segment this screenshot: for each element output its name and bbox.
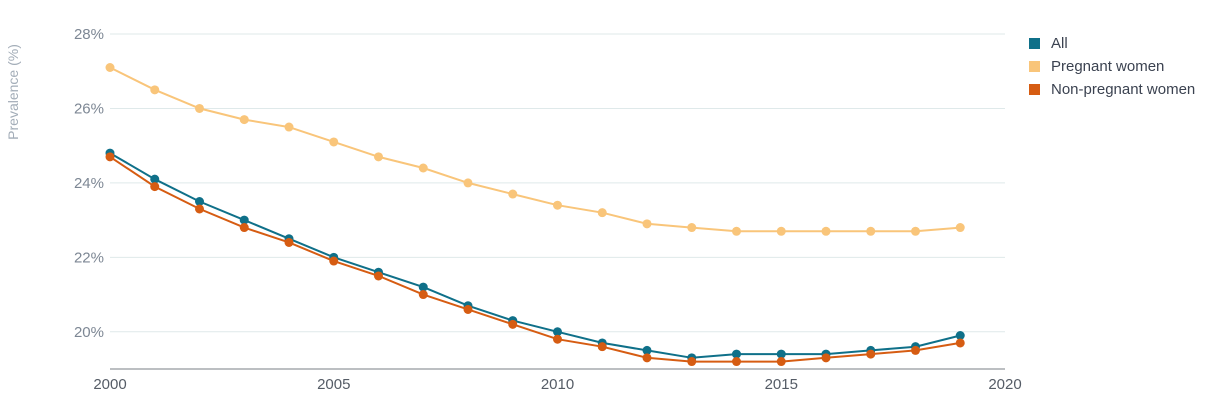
series-line-pregnant-women	[109, 66, 961, 233]
data-point-pregnant-women-2005[interactable]	[329, 137, 339, 147]
gridlines	[110, 33, 1005, 333]
data-point-pregnant-women-2010[interactable]	[553, 200, 562, 210]
y-tick-label-24: 24%	[74, 175, 104, 192]
data-point-all-2002[interactable]	[195, 197, 204, 206]
data-point-non-pregnant-women-2007[interactable]	[418, 290, 428, 300]
series-line-non-pregnant-women	[109, 155, 961, 363]
data-point-non-pregnant-women-2016[interactable]	[821, 353, 831, 363]
data-point-pregnant-women-2016[interactable]	[821, 226, 831, 236]
x-axis-ticks: 2000 2005 2010 2015 2020	[93, 376, 1021, 393]
data-point-pregnant-women-2011[interactable]	[597, 208, 607, 218]
data-point-pregnant-women-2002[interactable]	[195, 103, 204, 113]
data-point-all-2010[interactable]	[553, 327, 562, 337]
legend-label-pregnant-women: Pregnant women	[1051, 58, 1165, 75]
data-point-non-pregnant-women-2015[interactable]	[776, 357, 786, 367]
data-point-non-pregnant-women-2010[interactable]	[553, 334, 562, 344]
legend-swatch-non-pregnant-women	[1029, 84, 1040, 95]
data-point-all-2015[interactable]	[776, 349, 786, 359]
x-tick-label-2005: 2005	[317, 376, 350, 393]
legend-swatch-pregnant-women	[1029, 61, 1040, 72]
data-point-non-pregnant-women-2005[interactable]	[329, 256, 339, 266]
series-non-pregnant-women	[105, 152, 965, 367]
legend: All Pregnant women Non-pregnant women	[1029, 32, 1195, 101]
y-tick-label-28: 28%	[74, 26, 104, 43]
data-point-pregnant-women-2004[interactable]	[284, 122, 294, 132]
data-point-non-pregnant-women-2001[interactable]	[150, 182, 160, 192]
data-point-non-pregnant-women-2018[interactable]	[911, 345, 920, 355]
data-point-pregnant-women-2014[interactable]	[732, 226, 741, 236]
legend-label-non-pregnant-women: Non-pregnant women	[1051, 81, 1196, 98]
data-point-non-pregnant-women-2002[interactable]	[195, 204, 204, 214]
series-pregnant-women	[105, 63, 965, 236]
series-all	[105, 148, 965, 363]
data-point-non-pregnant-women-2019[interactable]	[955, 338, 965, 348]
y-axis-label: Prevalence (%)	[5, 44, 21, 140]
series-line-all	[109, 152, 961, 359]
legend-item-non-pregnant-women[interactable]: Non-pregnant women	[1029, 78, 1195, 101]
data-point-pregnant-women-2009[interactable]	[508, 189, 518, 199]
data-point-non-pregnant-women-2011[interactable]	[597, 342, 607, 352]
x-tick-label-2000: 2000	[93, 376, 126, 393]
data-point-pregnant-women-2007[interactable]	[418, 163, 428, 173]
y-axis-ticks: 20% 22% 24% 26% 28%	[74, 26, 104, 341]
data-point-pregnant-women-2018[interactable]	[911, 226, 920, 236]
data-point-all-2019[interactable]	[955, 331, 965, 340]
y-tick-label-26: 26%	[74, 100, 104, 117]
data-point-all-2003[interactable]	[239, 215, 249, 225]
data-point-non-pregnant-women-2006[interactable]	[374, 271, 383, 281]
series-group	[105, 63, 965, 367]
data-point-non-pregnant-women-2012[interactable]	[642, 353, 652, 363]
legend-item-pregnant-women[interactable]: Pregnant women	[1029, 55, 1195, 78]
data-point-pregnant-women-2019[interactable]	[955, 223, 965, 233]
x-tick-label-2020: 2020	[988, 376, 1021, 393]
x-tick-label-2015: 2015	[765, 376, 798, 393]
data-point-non-pregnant-women-2014[interactable]	[732, 357, 741, 367]
data-point-pregnant-women-2008[interactable]	[463, 178, 473, 188]
data-point-pregnant-women-2001[interactable]	[150, 85, 160, 95]
data-point-non-pregnant-women-2003[interactable]	[239, 223, 249, 233]
data-point-pregnant-women-2000[interactable]	[105, 63, 115, 72]
legend-item-all[interactable]: All	[1029, 32, 1195, 55]
data-point-non-pregnant-women-2013[interactable]	[687, 357, 697, 367]
data-point-non-pregnant-women-2009[interactable]	[508, 319, 518, 329]
x-tick-label-2010: 2010	[541, 376, 574, 393]
legend-swatch-all	[1029, 38, 1040, 49]
data-point-all-2007[interactable]	[418, 282, 428, 292]
legend-label-all: All	[1051, 35, 1068, 52]
data-point-pregnant-women-2017[interactable]	[866, 226, 876, 236]
data-point-all-2014[interactable]	[732, 349, 741, 359]
data-point-all-2012[interactable]	[642, 345, 652, 355]
data-point-pregnant-women-2013[interactable]	[687, 223, 697, 233]
data-point-non-pregnant-women-2000[interactable]	[105, 152, 115, 162]
data-point-non-pregnant-women-2008[interactable]	[463, 304, 473, 314]
data-point-pregnant-women-2006[interactable]	[374, 152, 383, 162]
y-tick-label-22: 22%	[74, 249, 104, 266]
data-point-pregnant-women-2015[interactable]	[776, 226, 786, 236]
data-point-all-2001[interactable]	[150, 174, 160, 184]
y-tick-label-20: 20%	[74, 324, 104, 341]
data-point-pregnant-women-2012[interactable]	[642, 219, 652, 229]
data-point-non-pregnant-women-2004[interactable]	[284, 237, 294, 247]
data-point-non-pregnant-women-2017[interactable]	[866, 349, 876, 359]
data-point-pregnant-women-2003[interactable]	[239, 115, 249, 125]
